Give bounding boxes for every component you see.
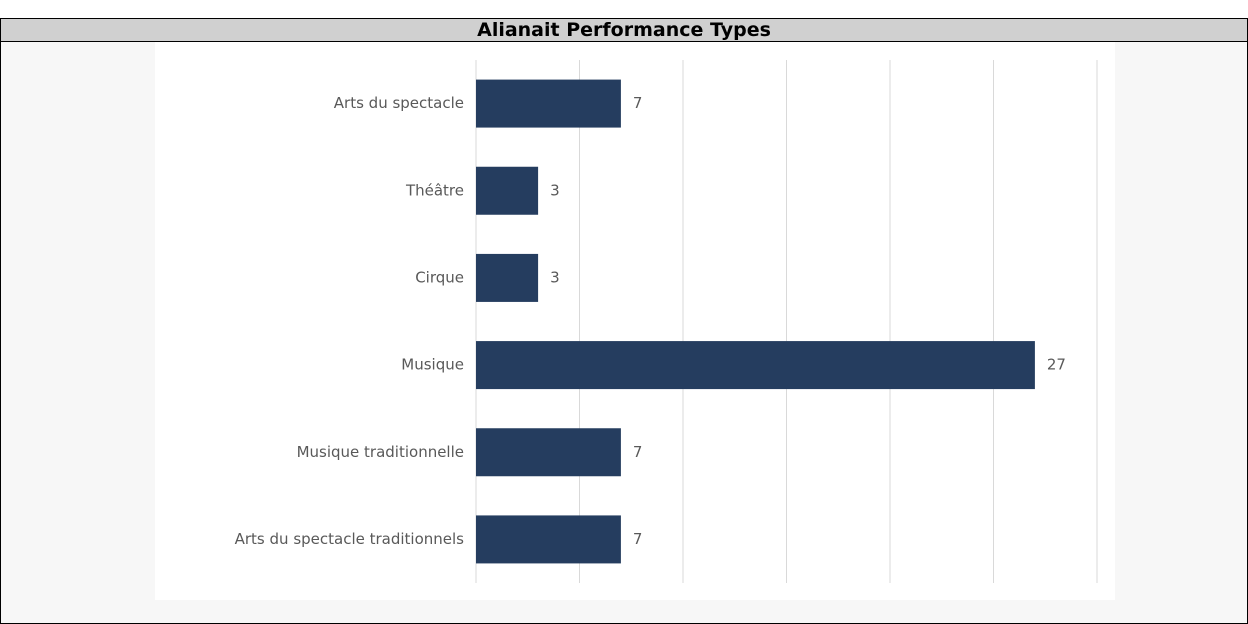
bar	[476, 515, 621, 564]
bar	[476, 341, 1035, 390]
value-label: 7	[633, 94, 643, 112]
panel-title: Alianait Performance Types	[1, 19, 1247, 42]
value-label: 7	[633, 443, 643, 461]
value-label: 3	[550, 268, 560, 286]
y-tick-label: Musique traditionnelle	[297, 443, 464, 461]
bar	[476, 428, 621, 477]
y-tick-label: Cirque	[415, 268, 464, 286]
y-tick-label: Musique	[401, 356, 464, 374]
value-label: 27	[1047, 356, 1066, 374]
bar	[476, 79, 621, 128]
chart-area	[155, 42, 1115, 600]
value-label: 7	[633, 530, 643, 548]
y-tick-label: Théâtre	[405, 181, 464, 199]
bar	[476, 166, 539, 215]
y-tick-label: Arts du spectacle traditionnels	[235, 530, 465, 548]
y-tick-label: Arts du spectacle	[334, 94, 464, 112]
bar	[476, 253, 539, 302]
value-label: 3	[550, 181, 560, 199]
